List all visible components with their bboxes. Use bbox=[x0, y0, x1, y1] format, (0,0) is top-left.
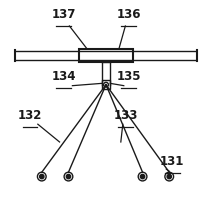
Text: 136: 136 bbox=[116, 8, 141, 21]
Polygon shape bbox=[79, 49, 133, 62]
Text: 133: 133 bbox=[114, 109, 138, 122]
Text: 132: 132 bbox=[18, 109, 42, 122]
Circle shape bbox=[38, 172, 46, 181]
Circle shape bbox=[64, 172, 73, 181]
Text: 134: 134 bbox=[51, 70, 76, 83]
Circle shape bbox=[140, 174, 145, 179]
Circle shape bbox=[66, 174, 71, 179]
Circle shape bbox=[167, 174, 172, 179]
Circle shape bbox=[165, 172, 174, 181]
Circle shape bbox=[40, 174, 44, 179]
Text: 131: 131 bbox=[160, 155, 184, 168]
Text: 135: 135 bbox=[116, 70, 141, 83]
Circle shape bbox=[138, 172, 147, 181]
Polygon shape bbox=[102, 80, 110, 89]
Text: 137: 137 bbox=[51, 8, 76, 21]
